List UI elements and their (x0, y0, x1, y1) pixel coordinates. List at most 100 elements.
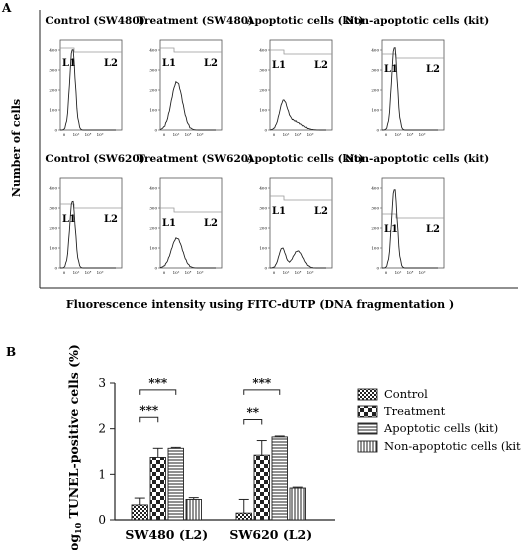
y-tick-label: 200 (259, 226, 267, 231)
gate-line (160, 207, 222, 213)
y-tick-label: 400 (259, 186, 267, 191)
x-tick-label: 10² (173, 132, 180, 137)
gate-line (160, 47, 222, 53)
histogram-plot: Control (SW620) 400 300 200 100 0 0 10² 10⁴ 10⁶ L1… (45, 153, 144, 275)
histogram-title: Non-apoptotic cells (kit) (345, 15, 490, 27)
histogram-curve (269, 99, 326, 131)
x-tick-label: 10² (173, 270, 180, 275)
y-tick-label: 200 (371, 226, 379, 231)
legend-label: Control (384, 387, 428, 401)
region-label-l1: L1 (162, 218, 176, 229)
panel-a-y-label: Number of cells (10, 99, 23, 197)
y-tick-label: 300 (49, 68, 57, 73)
y-tick-label: 300 (371, 68, 379, 73)
bar (289, 487, 306, 521)
x-tick-label: 10⁶ (307, 132, 314, 137)
region-label-l1: L1 (384, 64, 398, 75)
y-tick-label: 100 (259, 246, 267, 251)
y-tick-label: 400 (149, 48, 157, 53)
region-label-l2: L2 (204, 58, 218, 69)
bar (185, 499, 202, 521)
gate-line (270, 195, 332, 201)
region-label-l2: L2 (204, 218, 218, 229)
significance-label: *** (148, 376, 168, 390)
histogram-plot: Apoptotic cells (kit) 400 300 200 100 0 0 10² 10… (245, 153, 363, 275)
y-tick-label: 1 (98, 467, 106, 481)
histogram-frame (159, 177, 223, 269)
x-tick-label: 0 (163, 270, 166, 275)
x-tick-label: 0 (63, 132, 66, 137)
x-tick-label: 10⁴ (407, 132, 414, 137)
gate-line (270, 49, 332, 55)
region-label-l2: L2 (104, 58, 118, 69)
y-tick-label: 300 (149, 68, 157, 73)
x-tick-label: 10⁴ (295, 132, 302, 137)
x-tick-label: 10² (395, 132, 402, 137)
y-tick-label: 100 (371, 246, 379, 251)
histogram-curve (382, 189, 438, 269)
y-tick-label: 0 (376, 128, 379, 133)
histogram-plot: Non-apoptotic cells (kit) 400 300 200 100 0 0 1… (345, 153, 490, 275)
region-label-l2: L2 (426, 64, 440, 75)
y-tick-label: 400 (49, 186, 57, 191)
x-tick-label: 10⁶ (419, 132, 426, 137)
histogram-curve (269, 247, 326, 269)
x-tick-label: 10⁴ (185, 132, 192, 137)
significance-bracket (139, 389, 177, 395)
histogram-frame (269, 39, 333, 131)
significance-label: *** (252, 376, 272, 390)
y-tick-label: 0 (154, 128, 157, 133)
histogram-plot: Apoptotic cells (kit) 400 300 200 100 0 0 10² 10… (245, 15, 363, 137)
x-tick-label: 0 (385, 132, 388, 137)
histogram-curve (382, 47, 438, 131)
x-tick-label: 10⁴ (407, 270, 414, 275)
y-tick-label: 200 (371, 88, 379, 93)
region-label-l1: L1 (272, 60, 286, 71)
x-tick-label: 10⁶ (307, 270, 314, 275)
region-label-l1: L1 (162, 58, 176, 69)
x-tick-label: 10² (395, 270, 402, 275)
x-tick-label: 10⁶ (97, 132, 104, 137)
histogram-plot: Non-apoptotic cells (kit) 400 300 200 100 0 0 1… (345, 15, 490, 137)
y-tick-label: 0 (376, 266, 379, 271)
legend-label: Non-apoptotic cells (kit) (384, 439, 521, 453)
x-tick-label: 10⁴ (185, 270, 192, 275)
significance-bracket (139, 416, 159, 423)
histogram-frame (269, 177, 333, 269)
x-tick-label: 0 (273, 270, 276, 275)
legend-swatch (357, 388, 378, 401)
y-tick-label: 300 (49, 206, 57, 211)
category-label: SW620 (L2) (229, 527, 312, 542)
region-label-l2: L2 (104, 214, 118, 225)
significance-label: ** (246, 406, 259, 420)
region-label-l2: L2 (314, 60, 328, 71)
significance-bracket (243, 419, 263, 425)
y-tick-label: 100 (49, 246, 57, 251)
y-tick-label: 200 (49, 226, 57, 231)
significance-bracket (243, 389, 281, 395)
histogram-title: Control (SW480) (45, 15, 144, 27)
legend-label: Apoptotic cells (kit) (383, 421, 498, 435)
bar (271, 436, 288, 521)
histogram-title: Control (SW620) (45, 153, 144, 165)
region-label-l2: L2 (426, 224, 440, 235)
panel-a-label: A (1, 1, 12, 15)
histogram-title: Treatment (SW480) (137, 15, 253, 27)
y-tick-label: 0 (54, 266, 57, 271)
legend-label: Treatment (384, 404, 446, 418)
histogram-title: Non-apoptotic cells (kit) (345, 153, 490, 165)
y-tick-label: 400 (371, 186, 379, 191)
x-tick-label: 10⁶ (97, 270, 104, 275)
y-tick-label: 300 (149, 206, 157, 211)
significance-label: *** (139, 403, 159, 417)
y-tick-label: 400 (49, 48, 57, 53)
y-tick-label: 300 (259, 68, 267, 73)
y-tick-label: 300 (371, 206, 379, 211)
gate-line (382, 213, 444, 219)
histogram-curve (60, 49, 116, 131)
category-label: SW480 (L2) (125, 527, 208, 542)
histogram-plot: Treatment (SW480) 400 300 200 100 0 0 10² 10⁴ 10⁶… (137, 15, 253, 137)
y-tick-label: 400 (259, 48, 267, 53)
x-tick-label: 0 (385, 270, 388, 275)
